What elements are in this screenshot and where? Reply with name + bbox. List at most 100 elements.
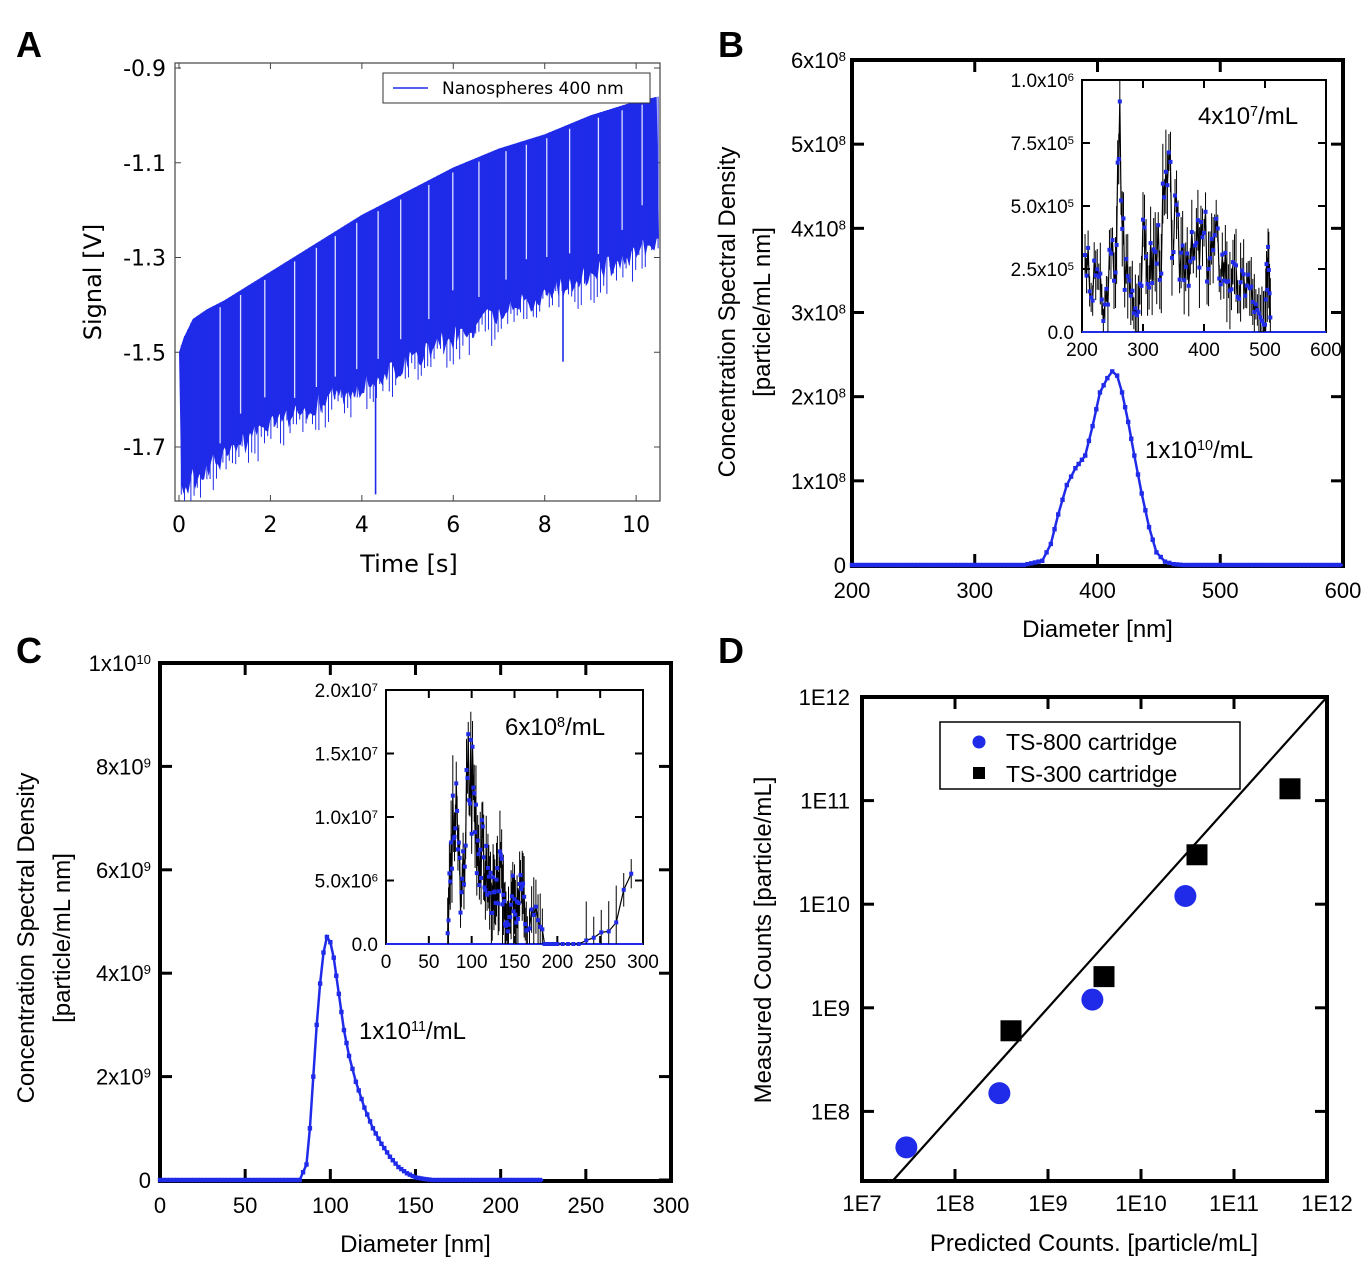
inset-data-point xyxy=(1243,293,1248,298)
data-point xyxy=(1188,562,1194,568)
data-point xyxy=(1325,562,1331,568)
x-tick-label: 2 xyxy=(263,513,277,538)
data-point xyxy=(915,562,921,568)
inset-data-point xyxy=(1258,315,1263,320)
x-axis-label: Predicted Counts. [particle/mL] xyxy=(930,1230,1258,1257)
inset-data-point xyxy=(1156,223,1161,228)
inset-data-point xyxy=(1104,286,1109,291)
data-point xyxy=(457,1177,462,1183)
data-point xyxy=(1262,562,1268,568)
inset-data-point xyxy=(1122,287,1127,292)
inset-data-point xyxy=(1089,295,1094,300)
y-tick-label: 2x108 xyxy=(791,385,846,410)
x-tick-label: 1E9 xyxy=(1028,1191,1067,1216)
y-axis-label: Measured Counts [particle/mL] xyxy=(750,777,777,1104)
panel-label-A: A xyxy=(16,24,42,65)
data-point xyxy=(447,1177,452,1183)
x-tick-label: 1E7 xyxy=(842,1191,881,1216)
data-point xyxy=(205,1177,210,1183)
inset-data-point xyxy=(1171,250,1176,255)
inset-data-point xyxy=(511,909,516,914)
data-point xyxy=(1171,561,1176,567)
inset-data-point xyxy=(525,928,530,933)
inset: 200 300 400 500 6000.02.5x1055.0x1057.5x1051… xyxy=(1011,71,1342,361)
inset-data-point xyxy=(1096,274,1101,279)
data-point xyxy=(893,562,899,568)
inset-y-tick-label-base: 5.0x10 xyxy=(1011,197,1068,218)
data-point xyxy=(1056,512,1061,517)
x-tick-label: 150 xyxy=(397,1193,434,1218)
inset-x-tick-label: 200 xyxy=(1066,340,1098,361)
data-point xyxy=(1203,562,1208,568)
inset-data-point xyxy=(1256,311,1261,316)
inset-x-tick-label: 50 xyxy=(418,952,439,973)
data-point xyxy=(460,1177,466,1183)
inset-data-point xyxy=(1198,219,1203,224)
data-point xyxy=(933,562,939,568)
inset-data-point xyxy=(483,888,488,893)
inset-y-tick-label-base: 2.0x10 xyxy=(315,681,372,702)
data-point xyxy=(1158,554,1163,560)
panel-b: 200 300 400 500 60001x1082x1083x1084x1085x10… xyxy=(714,48,1361,643)
data-point xyxy=(1143,508,1148,513)
inset-data-point xyxy=(1142,225,1147,230)
inset-data-point xyxy=(1176,212,1181,217)
inset-data-point xyxy=(621,887,626,892)
data-point xyxy=(229,1177,234,1183)
x-tick-label: 6 xyxy=(446,513,460,538)
data-point xyxy=(944,562,950,568)
inset-x-tick-label: 300 xyxy=(627,952,659,973)
data-point xyxy=(168,1177,173,1183)
inset-data-point xyxy=(508,915,513,920)
inset-data-point xyxy=(495,866,500,871)
data-point xyxy=(955,562,961,568)
inset-data-point xyxy=(477,883,482,888)
inset-data-point xyxy=(509,894,514,899)
data-point xyxy=(857,562,862,568)
inset-data-point xyxy=(1188,259,1193,264)
inset-data-point xyxy=(1202,230,1206,235)
inset-data-point xyxy=(1108,251,1113,256)
data-point xyxy=(494,1177,499,1183)
y-tick-label-exp: 9 xyxy=(144,1065,151,1080)
data-point xyxy=(531,1177,536,1183)
data-point xyxy=(266,1177,272,1183)
inset-data-point xyxy=(1255,307,1260,312)
inset-data-point xyxy=(540,927,545,932)
inset-data-point xyxy=(479,875,484,880)
y-tick-label: -1.1 xyxy=(123,152,166,177)
data-point xyxy=(416,1175,421,1181)
data-point xyxy=(1236,562,1242,568)
data-point xyxy=(1029,561,1034,566)
data-point xyxy=(1017,562,1023,568)
data-point xyxy=(966,562,972,568)
data-point xyxy=(157,1177,163,1183)
inset-data-point xyxy=(1139,283,1144,288)
data-point xyxy=(1322,562,1327,568)
inset-data-point xyxy=(531,912,536,917)
data-point xyxy=(1162,559,1168,564)
data-point xyxy=(1146,524,1152,530)
data-point xyxy=(307,1126,313,1131)
data-point xyxy=(311,1074,316,1079)
inset-data-point xyxy=(1114,242,1119,247)
inset-data-point xyxy=(1162,195,1167,200)
data-point xyxy=(500,1177,506,1183)
data-point xyxy=(1259,562,1264,568)
inset-data-point xyxy=(462,864,467,869)
inset-y-tick-label: 1.0x106 xyxy=(1011,71,1074,92)
data-point xyxy=(280,1177,285,1183)
inset-data-point xyxy=(1182,278,1187,283)
inset-data-point xyxy=(1099,297,1104,302)
x-tick-label: 200 xyxy=(482,1193,519,1218)
inset-data-point xyxy=(488,870,493,875)
y-tick-label-base: 6x10 xyxy=(96,858,144,883)
inset-data-point xyxy=(1090,298,1095,303)
legend-label-ts300: TS-300 cartridge xyxy=(1006,761,1177,787)
inset-x-tick-label: 100 xyxy=(456,952,488,973)
data-point xyxy=(164,1177,170,1183)
x-tick-label: 600 xyxy=(1325,578,1362,603)
inset-y-tick-label: 5.0x105 xyxy=(1011,197,1074,218)
data-point xyxy=(1097,390,1103,395)
concentration-annotation: 1x1010/mL xyxy=(1145,437,1253,464)
